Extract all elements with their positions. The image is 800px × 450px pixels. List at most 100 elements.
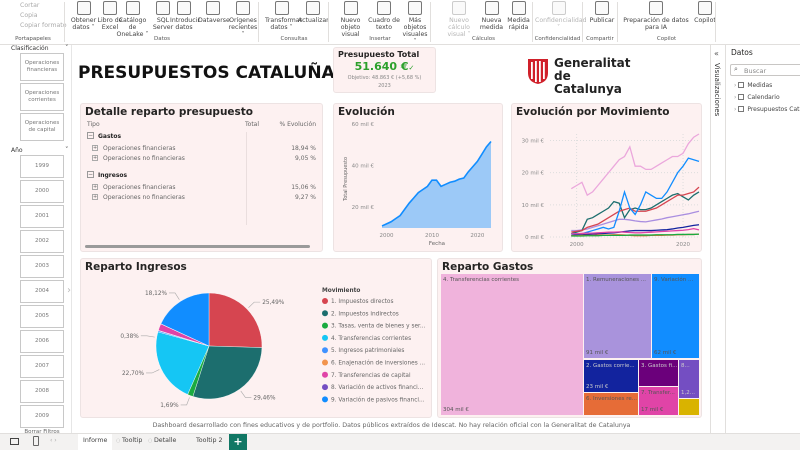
legend-item[interactable]: 4. Transferencias corrientes bbox=[331, 336, 411, 342]
treemap-tile[interactable]: 4. Transferencias corrientes 304 mil € bbox=[441, 274, 583, 415]
treemap-tile[interactable]: 6. Inversiones re... bbox=[584, 393, 638, 415]
legend-marker[interactable] bbox=[322, 322, 328, 329]
page-tab[interactable]: Tooltip 2 bbox=[196, 437, 223, 444]
column-header-total[interactable]: Total bbox=[245, 121, 260, 128]
evolucion-chart[interactable]: Evolución 20 mil € 40 mil € 60 mil € 2000 20… bbox=[333, 103, 503, 252]
slicer-year-option[interactable]: 2001 bbox=[20, 205, 64, 228]
ribbon-button[interactable]: Nuevo cálculo visual ˅ bbox=[440, 0, 478, 38]
expand-icon[interactable]: + bbox=[92, 155, 98, 161]
copy-button[interactable]: Copia bbox=[20, 12, 38, 19]
slicer-year-option[interactable]: 2006 bbox=[20, 330, 64, 353]
legend-item[interactable]: 7. Transferencias de capital bbox=[331, 373, 411, 379]
page-tab[interactable]: ◌ Tooltip bbox=[116, 437, 143, 444]
slicer-year-option[interactable]: 2000 bbox=[20, 180, 64, 203]
legend-item[interactable]: 5. Ingresos patrimoniales bbox=[331, 348, 404, 354]
ribbon-button[interactable]: Orígenes recientes ˅ bbox=[228, 0, 258, 38]
chevron-down-icon[interactable]: ˅ bbox=[65, 146, 69, 154]
horizontal-scrollbar[interactable] bbox=[85, 245, 310, 248]
series-line[interactable] bbox=[570, 133, 700, 197]
format-painter-button[interactable]: Copiar formato bbox=[20, 22, 67, 29]
ribbon-button[interactable]: Confidencialidad ˅ bbox=[535, 0, 587, 31]
page-tab[interactable]: ◌ Detalle bbox=[148, 437, 177, 444]
collapse-icon[interactable]: − bbox=[87, 171, 94, 178]
column-header-tipo[interactable]: Tipo bbox=[87, 121, 100, 128]
page-tab[interactable]: Informe bbox=[78, 434, 113, 450]
ribbon-button[interactable]: Actualizar bbox=[298, 0, 329, 24]
ribbon-button[interactable]: Dataverse bbox=[198, 0, 230, 24]
ribbon-button[interactable]: Medida rápida bbox=[505, 0, 532, 31]
visualizations-pane-collapsed[interactable]: « Visualizaciones bbox=[710, 45, 726, 433]
movimiento-chart[interactable]: Evolución por Movimiento 0 mil € 10 mil €… bbox=[511, 103, 702, 252]
legend-marker[interactable] bbox=[322, 298, 328, 304]
expand-icon[interactable]: « bbox=[714, 49, 719, 58]
ribbon-button[interactable]: Copilot bbox=[690, 0, 720, 24]
legend-marker[interactable] bbox=[322, 396, 328, 403]
treemap-tile[interactable]: 3. Gastos fi... bbox=[639, 360, 678, 386]
legend-marker[interactable] bbox=[322, 310, 328, 317]
expand-icon[interactable]: + bbox=[92, 145, 98, 151]
cut-button[interactable]: Cortar bbox=[20, 2, 40, 9]
slicer-year-option[interactable]: 1999 bbox=[20, 155, 64, 178]
slicer-option[interactable]: Operaciones financieras bbox=[20, 53, 64, 81]
ribbon-button[interactable]: Obtener datos ˅ bbox=[70, 0, 97, 31]
legend-marker[interactable] bbox=[322, 347, 328, 354]
treemap-tile[interactable]: 9. Variación ... 62 mil € bbox=[652, 274, 699, 358]
slicer-year-option[interactable]: 2004 bbox=[20, 280, 64, 303]
slicer-year-option[interactable]: 2003 bbox=[20, 255, 64, 278]
data-table-item[interactable]: › Calendario bbox=[734, 94, 780, 101]
slicer-year-option[interactable]: 2002 bbox=[20, 230, 64, 253]
slicer-year-option[interactable]: 2009 bbox=[20, 405, 64, 428]
slicer-option[interactable]: Operaciones de capital bbox=[20, 113, 64, 141]
ribbon-button[interactable]: Preparación de datos para IA bbox=[622, 0, 690, 31]
collapse-icon[interactable]: − bbox=[87, 132, 94, 139]
slicer-year-option[interactable]: 2008 bbox=[20, 380, 64, 403]
legend-marker[interactable] bbox=[322, 359, 328, 366]
legend-item[interactable]: 9. Variación de pasivos financi... bbox=[331, 396, 425, 403]
pie-slice[interactable] bbox=[208, 292, 263, 348]
area-line[interactable] bbox=[381, 140, 492, 227]
pie-slice[interactable] bbox=[160, 292, 210, 347]
series-line[interactable] bbox=[571, 186, 700, 233]
treemap-tile[interactable]: 7. Transfer... 17 mil € bbox=[639, 387, 678, 415]
search-input[interactable]: ⌕ Buscar bbox=[730, 64, 800, 76]
treemap-tile[interactable]: 8... 1,2... bbox=[679, 360, 699, 398]
ribbon-button[interactable]: Cuadro de texto bbox=[368, 0, 400, 31]
legend-item[interactable]: 2. Impuestos indirectos bbox=[331, 311, 399, 317]
slicer-year-option[interactable]: 2007 bbox=[20, 355, 64, 378]
tab-scroll-arrows[interactable]: ‹ › bbox=[50, 437, 57, 444]
treemap-tile[interactable] bbox=[679, 399, 699, 415]
series-line[interactable] bbox=[571, 210, 700, 232]
legend-item[interactable]: 6. Enajenación de inversiones ... bbox=[331, 360, 425, 367]
ribbon-button[interactable]: Transformar datos ˅ bbox=[265, 0, 302, 31]
data-table-item[interactable]: › Medidas bbox=[734, 82, 773, 89]
legend-item[interactable]: 3. Tasas, venta de bienes y ser... bbox=[331, 324, 426, 330]
ribbon-button[interactable]: Más objetos visuales ˅ bbox=[400, 0, 430, 45]
legend-marker[interactable] bbox=[322, 334, 328, 341]
pie-slice[interactable] bbox=[155, 331, 210, 395]
ribbon-button[interactable]: SQL Server bbox=[150, 0, 176, 31]
treemap-tile[interactable]: 1. Remuneraciones ... 91 mil € bbox=[584, 274, 651, 358]
add-page-button[interactable]: + bbox=[229, 434, 247, 450]
kpi-card[interactable]: Presupuesto Total 51.640 €✓ Objetivo: 48… bbox=[333, 47, 436, 93]
data-table-item[interactable]: › Presupuestos Catal bbox=[734, 106, 800, 113]
slicer-year-option[interactable]: 2005 bbox=[20, 305, 64, 328]
ingresos-pie-chart[interactable]: Reparto Ingresos 25,49% 29,46% 1,69% 22,70%… bbox=[80, 258, 432, 418]
desktop-view-icon[interactable] bbox=[10, 438, 19, 445]
legend-marker[interactable] bbox=[322, 384, 328, 391]
ribbon-button[interactable]: Publicar bbox=[587, 0, 617, 24]
treemap-tile[interactable]: 2. Gastos corrie... 23 mil € bbox=[584, 360, 638, 392]
clear-filters-button[interactable]: Borrar Filtros bbox=[24, 429, 60, 435]
expand-icon[interactable]: + bbox=[92, 194, 98, 200]
series-line[interactable] bbox=[571, 224, 700, 237]
detail-matrix[interactable]: Detalle reparto presupuesto Tipo Total %… bbox=[80, 103, 323, 252]
mobile-view-icon[interactable] bbox=[33, 436, 39, 446]
legend-item[interactable]: 8. Variación de activos financi... bbox=[331, 384, 423, 391]
slicer-option[interactable]: Operaciones corrientes bbox=[20, 83, 64, 111]
legend-item[interactable]: 1. Impuestos directos bbox=[331, 299, 394, 305]
ribbon-button[interactable]: Nueva medida bbox=[478, 0, 505, 31]
ribbon-button[interactable]: Introducir datos bbox=[170, 0, 200, 31]
chevron-down-icon[interactable]: ˅ bbox=[65, 44, 69, 52]
series-line[interactable] bbox=[571, 233, 700, 237]
column-header-evolucion[interactable]: % Evolución bbox=[279, 121, 316, 128]
series-line[interactable] bbox=[571, 227, 700, 235]
